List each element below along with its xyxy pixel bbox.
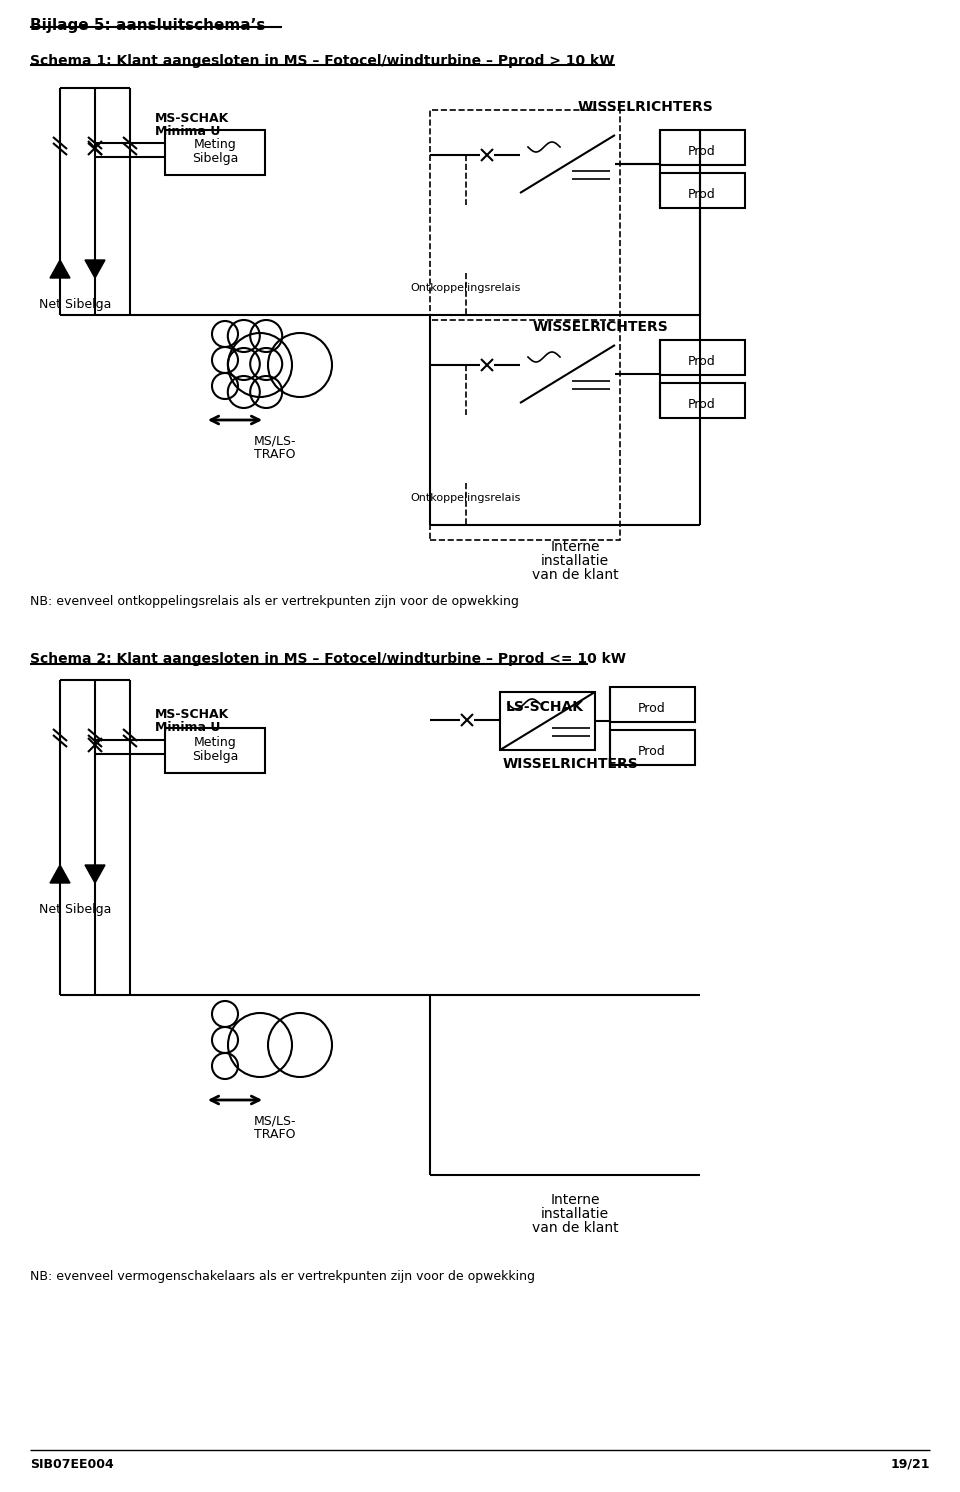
Text: Ontkoppelingsrelais: Ontkoppelingsrelais <box>411 283 521 292</box>
Text: Interne: Interne <box>550 540 600 554</box>
Text: TRAFO: TRAFO <box>254 1128 296 1141</box>
Bar <box>165 130 265 175</box>
Text: Meting: Meting <box>194 736 236 749</box>
Text: Ontkoppelingsrelais: Ontkoppelingsrelais <box>411 492 521 503</box>
Text: installatie: installatie <box>540 554 609 568</box>
Bar <box>660 130 745 166</box>
Text: Prod: Prod <box>638 745 666 758</box>
Polygon shape <box>85 260 105 278</box>
Text: Sibelga: Sibelga <box>192 750 238 762</box>
Bar <box>500 692 595 750</box>
Text: TRAFO: TRAFO <box>254 448 296 461</box>
Text: WISSELRICHTERS: WISSELRICHTERS <box>577 100 713 113</box>
Text: van de klant: van de klant <box>532 1220 618 1235</box>
Text: Minima U: Minima U <box>155 721 221 734</box>
Text: Net Sibelga: Net Sibelga <box>38 903 111 916</box>
Polygon shape <box>50 865 70 883</box>
Text: Prod: Prod <box>638 703 666 715</box>
Text: Bijlage 5: aansluitschema’s: Bijlage 5: aansluitschema’s <box>30 18 265 33</box>
Text: 19/21: 19/21 <box>891 1458 930 1471</box>
Text: NB: evenveel vermogenschakelaars als er vertrekpunten zijn voor de opwekking: NB: evenveel vermogenschakelaars als er … <box>30 1270 535 1283</box>
Bar <box>430 319 620 540</box>
Bar <box>520 134 615 192</box>
Text: MS-SCHAK: MS-SCHAK <box>155 112 229 125</box>
Text: MS-SCHAK: MS-SCHAK <box>155 709 229 721</box>
Bar <box>660 383 745 418</box>
Polygon shape <box>85 865 105 883</box>
Text: Interne: Interne <box>550 1194 600 1207</box>
Text: Prod: Prod <box>688 188 716 201</box>
Text: MS/LS-: MS/LS- <box>253 436 297 448</box>
Text: Prod: Prod <box>688 398 716 410</box>
Text: LS-SCHAK: LS-SCHAK <box>506 700 584 715</box>
Bar <box>610 730 695 765</box>
Polygon shape <box>50 260 70 278</box>
Text: WISSELRICHTERS: WISSELRICHTERS <box>532 319 668 334</box>
Bar <box>452 204 480 273</box>
Text: Schema 1: Klant aangesloten in MS – Fotocel/windturbine – Pprod > 10 kW: Schema 1: Klant aangesloten in MS – Foto… <box>30 54 614 69</box>
Text: installatie: installatie <box>540 1207 609 1220</box>
Bar <box>660 340 745 374</box>
Text: van de klant: van de klant <box>532 568 618 582</box>
Bar <box>610 686 695 722</box>
Text: Sibelga: Sibelga <box>192 152 238 166</box>
Text: MS/LS-: MS/LS- <box>253 1115 297 1128</box>
Bar <box>430 110 620 330</box>
Text: Schema 2: Klant aangesloten in MS – Fotocel/windturbine – Pprod <= 10 kW: Schema 2: Klant aangesloten in MS – Foto… <box>30 652 626 665</box>
Bar <box>165 728 265 773</box>
Text: WISSELRICHTERS: WISSELRICHTERS <box>502 756 637 771</box>
Text: Prod: Prod <box>688 355 716 369</box>
Bar <box>452 415 480 483</box>
Bar <box>660 173 745 207</box>
Text: Meting: Meting <box>194 137 236 151</box>
Bar <box>520 345 615 403</box>
Text: Minima U: Minima U <box>155 125 221 137</box>
Text: Prod: Prod <box>688 145 716 158</box>
Text: SIB07EE004: SIB07EE004 <box>30 1458 113 1471</box>
Text: Net Sibelga: Net Sibelga <box>38 298 111 310</box>
Text: NB: evenveel ontkoppelingsrelais als er vertrekpunten zijn voor de opwekking: NB: evenveel ontkoppelingsrelais als er … <box>30 595 518 609</box>
